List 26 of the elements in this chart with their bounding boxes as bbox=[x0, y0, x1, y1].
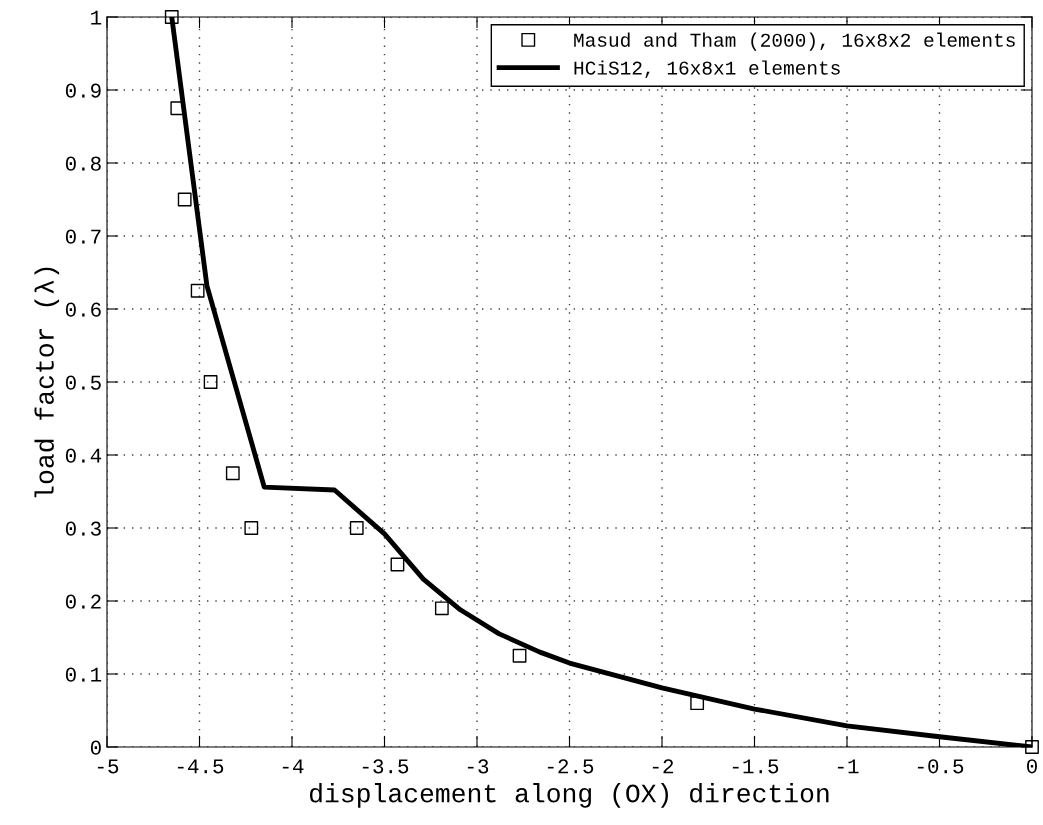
y-tick-label: 0.9 bbox=[65, 83, 101, 98]
x-tick-label: -0.5 bbox=[917, 759, 964, 774]
x-tick-label: -2 bbox=[652, 759, 674, 774]
x-tick-label: 0 bbox=[1027, 759, 1037, 774]
y-tick-label: 1 bbox=[91, 10, 102, 25]
x-tick-label: -4 bbox=[282, 759, 304, 774]
x-tick-label: -3.5 bbox=[362, 759, 409, 774]
y-axis-title: load factor (λ) bbox=[34, 267, 60, 498]
x-tick-label: -2.5 bbox=[547, 759, 594, 774]
y-tick-label: 0.3 bbox=[65, 521, 101, 536]
y-tick-label: 0.2 bbox=[65, 594, 101, 609]
y-tick-label: 0.4 bbox=[65, 448, 102, 463]
legend-label: Masud and Tham (2000), 16x8x2 elements bbox=[574, 32, 1015, 51]
x-tick-label: -1 bbox=[837, 759, 859, 774]
y-tick-label: 0.6 bbox=[65, 302, 101, 317]
y-tick-label: 0.1 bbox=[65, 667, 102, 682]
x-tick-label: -4.5 bbox=[177, 759, 224, 774]
y-tick-label: 0.5 bbox=[65, 375, 101, 390]
y-tick-label: 0.8 bbox=[65, 156, 101, 171]
legend-label: HCiS12, 16x8x1 elements bbox=[574, 60, 840, 78]
y-tick-label: 0.7 bbox=[65, 229, 101, 244]
x-tick-label: -5 bbox=[97, 759, 119, 774]
x-axis-title: displacement along (OX) direction bbox=[309, 783, 829, 808]
x-tick-label: -1.5 bbox=[732, 759, 779, 774]
x-tick-label: -3 bbox=[467, 759, 489, 774]
y-tick-label: 0 bbox=[90, 740, 101, 755]
